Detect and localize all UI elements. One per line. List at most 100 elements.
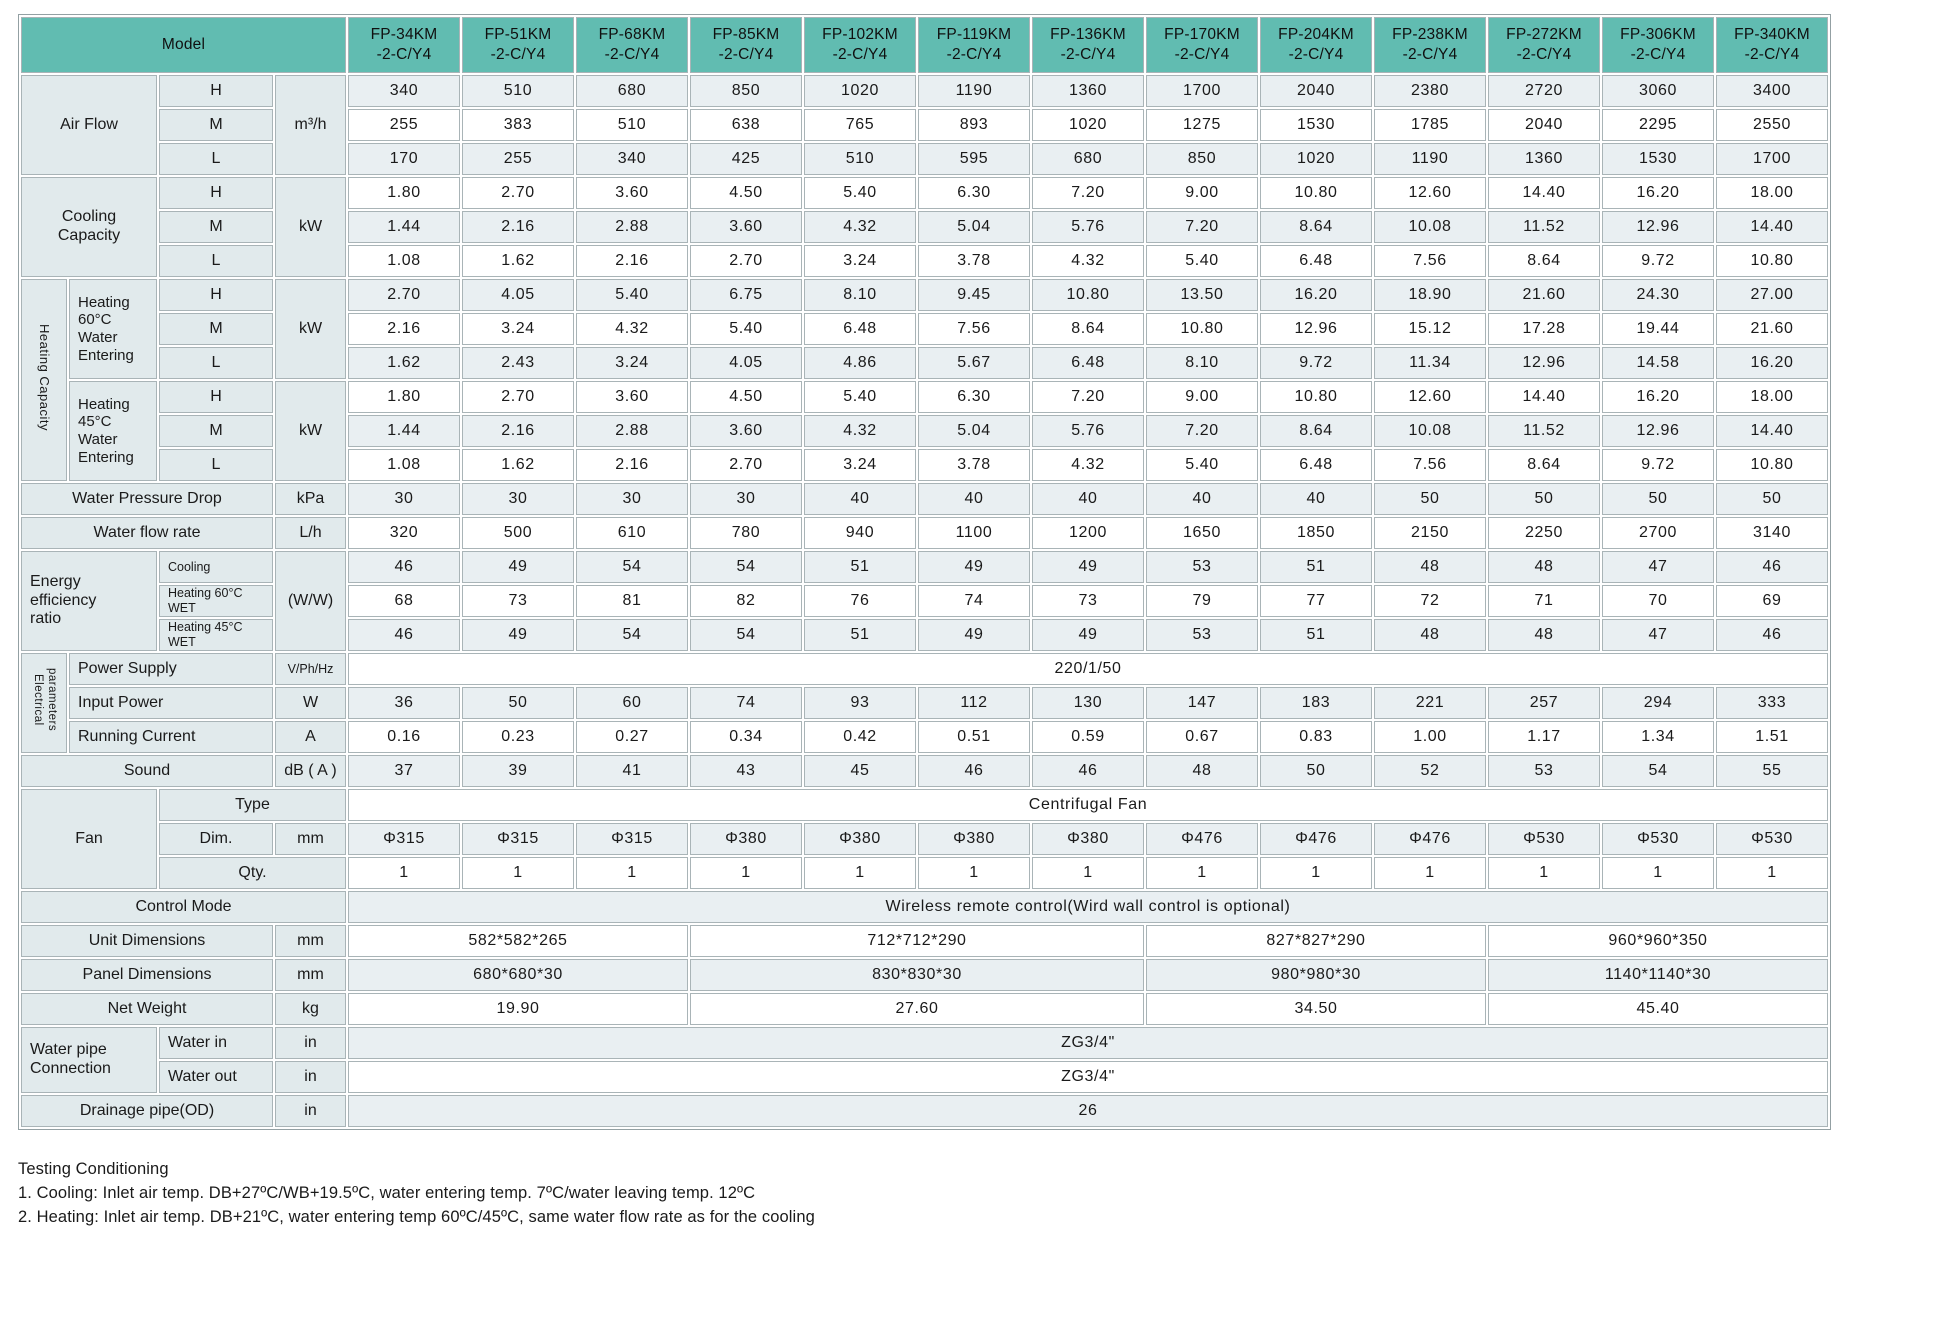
value-cell: 54	[576, 551, 688, 583]
value-cell: 2.70	[348, 279, 460, 311]
value-cell: 1.00	[1374, 721, 1486, 753]
value-cell: 1.17	[1488, 721, 1600, 753]
value-cell: 5.76	[1032, 211, 1144, 243]
sub-label-water-out: Water out	[159, 1061, 273, 1093]
unit-water-pressure-drop: kPa	[275, 483, 346, 515]
model-header-cell: FP-51KM -2-C/Y4	[462, 17, 574, 73]
value-cell: Φ315	[462, 823, 574, 855]
row-label-water-pressure-drop: Water Pressure Drop	[21, 483, 273, 515]
value-cell: 14.40	[1716, 415, 1828, 447]
value-cell: 333	[1716, 687, 1828, 719]
sub-label-h: H	[159, 381, 273, 413]
value-power-supply: 220/1/50	[348, 653, 1828, 685]
value-cell: 5.40	[804, 177, 916, 209]
value-cell: 10.80	[1260, 381, 1372, 413]
row-label-power-supply: Power Supply	[69, 653, 273, 685]
row-heat45-l: L 1.08 1.62 2.16 2.70 3.24 3.78 4.32 5.40 6.48 7.…	[21, 449, 1828, 481]
value-cell: 9.72	[1602, 449, 1714, 481]
value-cell: 1020	[1260, 143, 1372, 175]
row-label-running-current: Running Current	[69, 721, 273, 753]
sub-label-fan-dim: Dim.	[159, 823, 273, 855]
value-cell: 2.16	[576, 449, 688, 481]
value-cell: 49	[1032, 551, 1144, 583]
row-cooling-h: Cooling Capacity H kW 1.80 2.70 3.60 4.50 5.…	[21, 177, 1828, 277]
value-cell: Φ476	[1374, 823, 1486, 855]
value-cell: 7.20	[1146, 211, 1258, 243]
row-cooling-l: L 1.08 1.62 2.16 2.70 3.24 3.78 4.32 5.40 6.48 7.…	[21, 245, 1828, 277]
value-cell: 7.56	[1374, 245, 1486, 277]
row-eer-heating60: Heating 60°C WET 68 73 81 82 76 74 73 79 77 72 71 7…	[21, 585, 1828, 617]
sub-label-water-in: Water in	[159, 1027, 273, 1059]
value-cell: 827*827*290	[1146, 925, 1486, 957]
value-cell: 1	[1260, 857, 1372, 889]
value-cell: 830*830*30	[690, 959, 1144, 991]
value-cell: 1	[462, 857, 574, 889]
value-cell: 595	[918, 143, 1030, 175]
value-cell: 1200	[1032, 517, 1144, 549]
value-cell: 893	[918, 109, 1030, 141]
value-cell: 5.04	[918, 415, 1030, 447]
value-cell: 74	[918, 585, 1030, 617]
model-header-cell: FP-272KM -2-C/Y4	[1488, 17, 1600, 73]
value-cell: 16.20	[1716, 347, 1828, 379]
sub-label-eer-heating45: Heating 45°C WET	[159, 619, 273, 651]
value-cell: 50	[462, 687, 574, 719]
value-cell: 11.34	[1374, 347, 1486, 379]
value-cell: 1	[804, 857, 916, 889]
value-cell: 54	[690, 619, 802, 651]
value-cell: 53	[1146, 551, 1258, 583]
row-heat60-l: L 1.62 2.43 3.24 4.05 4.86 5.67 6.48 8.10 9.72 11…	[21, 347, 1828, 379]
value-cell: 340	[348, 75, 460, 107]
value-cell: 510	[804, 143, 916, 175]
model-header-cell: FP-85KM -2-C/Y4	[690, 17, 802, 73]
value-cell: 46	[1716, 551, 1828, 583]
value-cell: 54	[690, 551, 802, 583]
value-cell: 147	[1146, 687, 1258, 719]
row-label-control-mode: Control Mode	[21, 891, 346, 923]
value-cell: 1.62	[348, 347, 460, 379]
value-cell: Φ380	[1032, 823, 1144, 855]
row-water-pressure-drop: Water Pressure Drop kPa 30 30 30 30 40 40 40 40…	[21, 483, 1828, 515]
notes-title: Testing Conditioning	[18, 1160, 169, 1178]
value-cell: Φ380	[918, 823, 1030, 855]
value-cell: 50	[1374, 483, 1486, 515]
value-cell: 638	[690, 109, 802, 141]
value-cell: 980*980*30	[1146, 959, 1486, 991]
unit-drainage: in	[275, 1095, 346, 1127]
sub-label-l: L	[159, 449, 273, 481]
value-cell: 6.48	[804, 313, 916, 345]
value-cell: 48	[1374, 551, 1486, 583]
value-cell: 4.05	[462, 279, 574, 311]
unit-fan-dim: mm	[275, 823, 346, 855]
value-cell: 76	[804, 585, 916, 617]
value-cell: 73	[462, 585, 574, 617]
sub-label-h: H	[159, 177, 273, 209]
value-cell: 1140*1140*30	[1488, 959, 1828, 991]
value-cell: 940	[804, 517, 916, 549]
value-cell: 1	[1146, 857, 1258, 889]
value-cell: 2040	[1260, 75, 1372, 107]
value-cell: 500	[462, 517, 574, 549]
row-airflow-h: Air Flow H m³/h 340 510 680 850 1020 1190 1360…	[21, 75, 1828, 175]
value-cell: 8.64	[1260, 211, 1372, 243]
sub-label-eer-heating60: Heating 60°C WET	[159, 585, 273, 617]
row-water-flow-rate: Water flow rate L/h 320 500 610 780 940 1100 1…	[21, 517, 1828, 549]
value-drainage: 26	[348, 1095, 1828, 1127]
value-cell: 582*582*265	[348, 925, 688, 957]
value-cell: 1	[1488, 857, 1600, 889]
value-cell: 4.50	[690, 177, 802, 209]
value-cell: 1	[1602, 857, 1714, 889]
value-cell: 2.70	[690, 449, 802, 481]
value-cell: 47	[1602, 619, 1714, 651]
value-cell: 340	[576, 143, 688, 175]
value-cell: 14.58	[1602, 347, 1714, 379]
value-cell: 4.86	[804, 347, 916, 379]
row-unit-dimensions: Unit Dimensions mm 582*582*265 712*712*29…	[21, 925, 1828, 957]
unit-panel-dimensions: mm	[275, 959, 346, 991]
value-cell: 130	[1032, 687, 1144, 719]
value-cell: 510	[576, 109, 688, 141]
value-cell: Φ380	[690, 823, 802, 855]
sub-label-l: L	[159, 143, 273, 175]
value-cell: 1.34	[1602, 721, 1714, 753]
